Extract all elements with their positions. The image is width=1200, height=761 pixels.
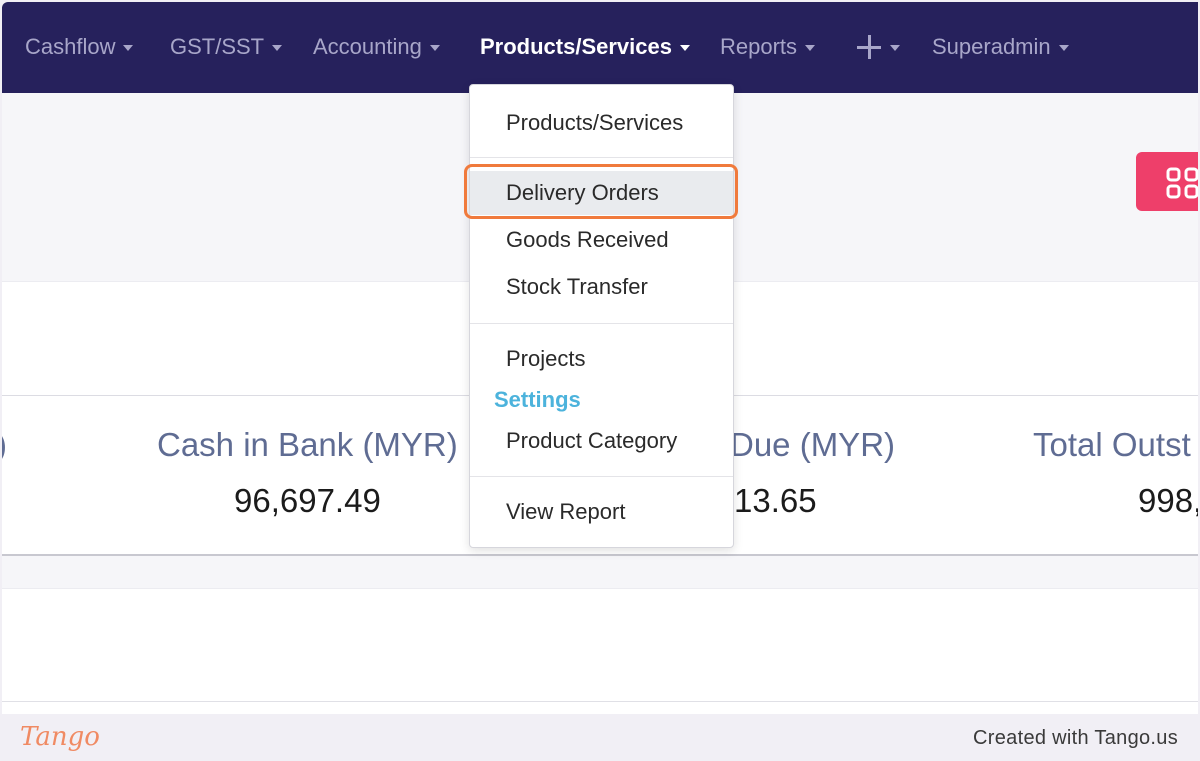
stat-due-value: 13.65: [734, 482, 817, 519]
tango-logo: Tango: [20, 722, 100, 752]
stat-due-label: Due (MYR): [730, 426, 896, 463]
stat-partial-label: ): [2, 426, 7, 464]
chevron-down-icon: [1058, 45, 1069, 51]
section-gap: [2, 556, 1198, 588]
products-services-dropdown: Products/Services Delivery Orders Goods …: [464, 84, 738, 548]
chevron-down-icon: [272, 45, 283, 51]
chevron-down-icon: [890, 45, 900, 51]
chevron-down-icon: [679, 45, 690, 51]
menu-item-product-category[interactable]: Product Category: [506, 428, 678, 453]
stat-total-outstanding-value: 998,: [1138, 482, 1198, 519]
menu-divider: [470, 323, 733, 324]
chevron-down-icon: [123, 45, 134, 51]
menu-divider: [470, 157, 733, 158]
app-window: Cashflow GST/SST Accounting Products/Ser…: [2, 2, 1198, 714]
nav-products-services-label: Products/Services: [480, 34, 672, 59]
menu-item-delivery-orders[interactable]: Delivery Orders: [470, 171, 733, 215]
nav-gst-sst-label: GST/SST: [170, 34, 265, 59]
nav-superadmin-label: Superadmin: [932, 34, 1051, 59]
content-panel-lower: [2, 588, 1198, 702]
nav-gst-sst[interactable]: GST/SST: [170, 32, 283, 62]
nav-cashflow[interactable]: Cashflow: [25, 32, 134, 62]
stat-cash-in-bank-value: 96,697.49: [234, 482, 381, 519]
chevron-down-icon: [429, 45, 440, 51]
nav-superadmin[interactable]: Superadmin: [932, 32, 1069, 62]
menu-item-goods-received[interactable]: Goods Received: [506, 227, 669, 252]
menu-divider: [470, 476, 733, 477]
top-navbar: Cashflow GST/SST Accounting Products/Ser…: [2, 2, 1198, 93]
menu-item-stock-transfer[interactable]: Stock Transfer: [506, 274, 648, 299]
nav-products-services[interactable]: Products/Services: [480, 32, 690, 62]
nav-reports[interactable]: Reports: [720, 32, 816, 62]
nav-cashflow-label: Cashflow: [25, 34, 116, 59]
menu-item-products-services[interactable]: Products/Services: [506, 110, 684, 135]
nav-reports-label: Reports: [720, 34, 798, 59]
nav-add[interactable]: [856, 32, 900, 62]
nav-accounting-label: Accounting: [313, 34, 422, 59]
menu-section-settings: Settings: [494, 387, 581, 412]
grid-icon: [1166, 167, 1198, 199]
menu-item-view-report[interactable]: View Report: [506, 499, 626, 524]
chevron-down-icon: [805, 45, 816, 51]
menu-item-projects[interactable]: Projects: [506, 346, 586, 371]
plus-icon: [856, 34, 882, 60]
stat-total-outstanding-label: Total Outst: [1033, 426, 1191, 463]
footer-credit: Created with Tango.us: [973, 727, 1178, 749]
nav-accounting[interactable]: Accounting: [313, 32, 440, 62]
stat-cash-in-bank-label: Cash in Bank (MYR): [157, 426, 458, 463]
grid-view-button[interactable]: [1136, 152, 1198, 211]
